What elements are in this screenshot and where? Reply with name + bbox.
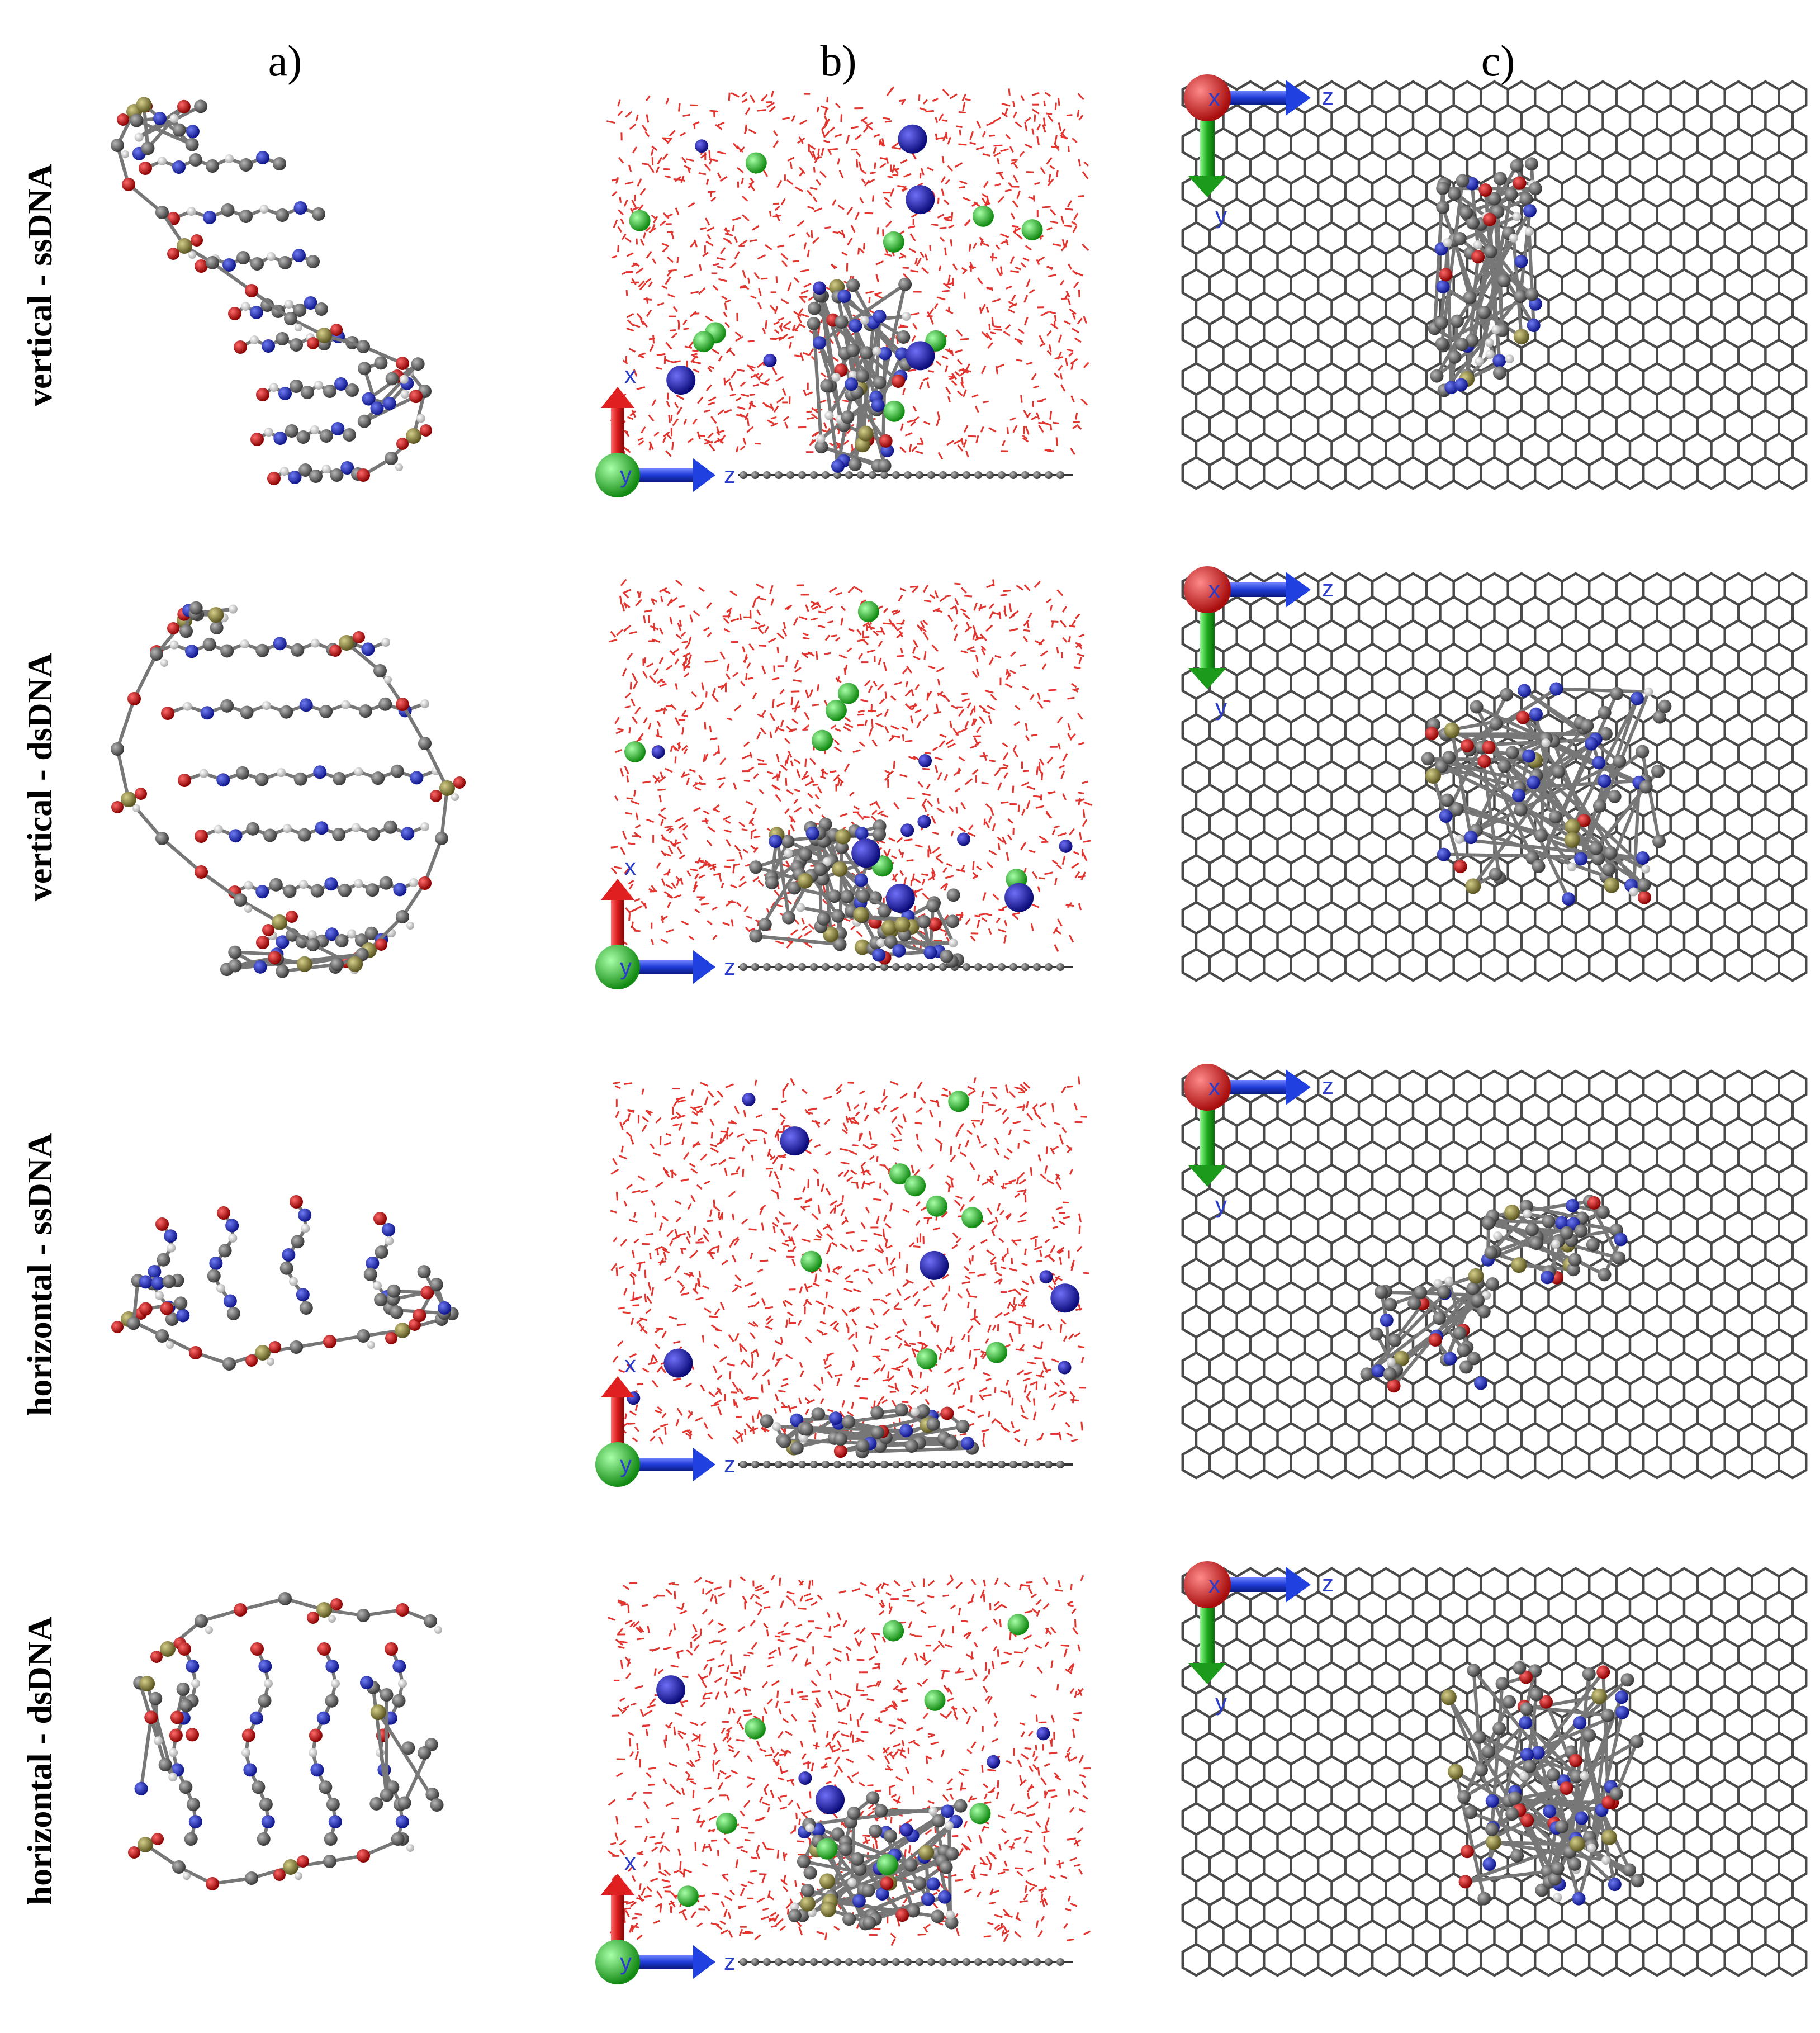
ions: [656, 1614, 1050, 1907]
water-molecules: [606, 86, 1089, 460]
panel-c-v-ds: z y x: [1181, 566, 1808, 982]
panel-a-h-ds: [128, 1592, 444, 1890]
graphene-sheet-edge: [738, 471, 1073, 479]
dna-molecule-top: [1428, 157, 1542, 397]
svg-text:z: z: [724, 462, 736, 488]
panel-b-h-ss: x z y: [595, 1076, 1089, 1487]
column-label-c: c): [1481, 36, 1515, 85]
dna-molecule: [807, 277, 913, 473]
graphene-lattice: [1181, 1069, 1808, 1480]
svg-text:z: z: [724, 954, 736, 980]
panel-c-v-ss: z y x: [1181, 74, 1808, 490]
axis-triad-side: xzy: [595, 1849, 736, 1984]
svg-text:y: y: [620, 462, 632, 488]
graphene-sheet-edge: [738, 963, 1073, 971]
row-labels: vertical - ssDNA vertical - dsDNA horizont…: [21, 164, 59, 1906]
svg-text:x: x: [624, 362, 636, 388]
dna-molecule-top: [1421, 682, 1672, 906]
axis-triad-top: z y x: [1184, 74, 1334, 229]
svg-text:x: x: [1208, 1074, 1220, 1100]
panel-b-v-ss: x z y: [595, 86, 1089, 497]
svg-text:y: y: [620, 954, 632, 980]
axis-triad-top: z y x: [1184, 1064, 1334, 1218]
dna-molecule: [749, 817, 964, 968]
svg-text:x: x: [624, 854, 636, 880]
dna-molecule: [788, 1791, 968, 1931]
column-label-a: a): [268, 36, 302, 85]
svg-text:z: z: [724, 1451, 736, 1477]
axis-triad-top: z y x: [1184, 566, 1334, 721]
svg-text:y: y: [1215, 202, 1227, 229]
row-label-v-ds: vertical - dsDNA: [21, 653, 59, 901]
graphene-sheet-edge: [738, 1461, 1073, 1468]
ions: [627, 1091, 1080, 1405]
panel-b-v-ds: x z y: [595, 579, 1092, 989]
svg-text:z: z: [1322, 575, 1334, 601]
graphene-sheet-edge: [738, 1958, 1073, 1966]
row-label-v-ss: vertical - ssDNA: [21, 164, 59, 406]
svg-text:z: z: [1322, 1073, 1334, 1099]
axis-triad-top: zyx: [1184, 1561, 1334, 1716]
column-labels: a) b) c): [268, 36, 1515, 85]
panel-c-h-ds: zyx: [1181, 1561, 1808, 1977]
panel-a-v-ss: [111, 97, 432, 485]
svg-text:y: y: [620, 1451, 632, 1477]
svg-text:x: x: [1208, 84, 1220, 111]
water-molecules: [610, 1076, 1089, 1447]
column-label-b: b): [821, 36, 857, 85]
axis-triad-side: x z y: [595, 362, 736, 497]
panel-a-v-ds: [111, 601, 466, 978]
svg-text:z: z: [1322, 83, 1334, 110]
svg-text:y: y: [1215, 694, 1227, 721]
svg-text:x: x: [1208, 576, 1220, 603]
panel-b-h-ds: xzy: [595, 1574, 1091, 1984]
dna-molecule: [760, 1403, 979, 1459]
panel-a-h-ss: [111, 1195, 459, 1371]
panel-c-h-ss: z y x: [1181, 1064, 1808, 1480]
svg-text:y: y: [1215, 1192, 1227, 1218]
ions: [624, 601, 1073, 913]
row-label-h-ss: horizontal - ssDNA: [21, 1133, 59, 1416]
dna-molecule-top: [1360, 1195, 1628, 1393]
dna-molecule-top: [1440, 1660, 1644, 1906]
row-label-h-ds: horizontal - dsDNA: [21, 1616, 59, 1905]
axis-triad-side: x z y: [595, 854, 736, 989]
ions: [629, 124, 1043, 422]
axis-triad-side: x z y: [595, 1351, 736, 1487]
svg-text:x: x: [624, 1351, 636, 1377]
